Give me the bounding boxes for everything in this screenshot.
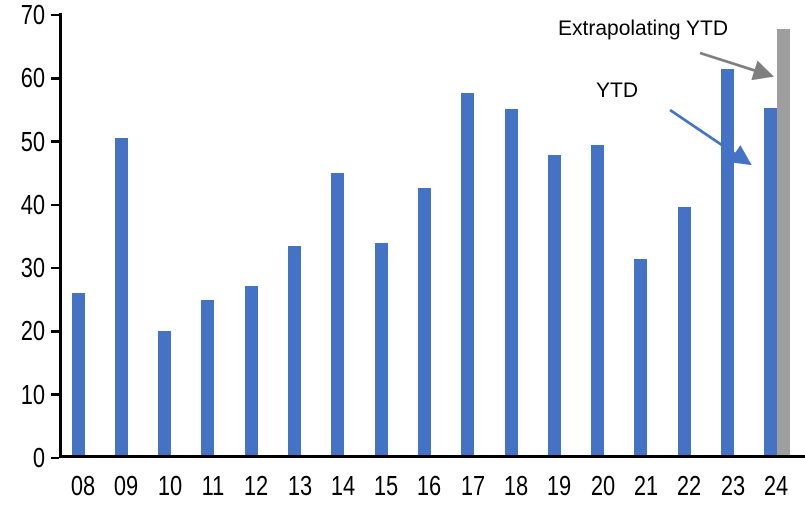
x-tick-label-12: 12 xyxy=(244,470,269,501)
bar-24 xyxy=(764,108,778,458)
y-tick-0 xyxy=(51,456,59,460)
y-tick-label-10: 10 xyxy=(20,378,45,410)
x-tick-label-23: 23 xyxy=(720,470,745,501)
bar-13 xyxy=(288,245,301,458)
x-tick-label-17: 17 xyxy=(460,470,485,501)
bar-18 xyxy=(504,109,518,458)
y-tick-50 xyxy=(51,140,59,143)
x-tick-label-22: 22 xyxy=(677,470,702,501)
y-tick-label-20: 20 xyxy=(20,315,45,347)
y-tick-label-40: 40 xyxy=(20,188,45,220)
x-tick-label-09: 09 xyxy=(114,470,139,501)
x-axis xyxy=(59,455,805,458)
y-tick-label-0: 0 xyxy=(32,442,45,473)
ytd-annotation-label: YTD xyxy=(596,79,638,102)
extrapolating-ytd-annotation-label: Extrapolating YTD xyxy=(558,17,729,40)
x-tick-label-10: 10 xyxy=(157,470,182,501)
bar-19 xyxy=(547,154,561,458)
bar-24-extrapolated xyxy=(777,28,790,458)
y-axis xyxy=(59,13,62,458)
x-tick-label-20: 20 xyxy=(590,470,615,501)
x-tick-label-21: 21 xyxy=(633,470,659,501)
x-tick-label-19: 19 xyxy=(547,470,572,501)
x-tick-label-13: 13 xyxy=(287,470,312,501)
y-tick-label-60: 60 xyxy=(20,62,45,94)
bar-10 xyxy=(158,331,172,458)
y-tick-40 xyxy=(51,203,59,207)
bar-14 xyxy=(331,173,345,458)
bar-17 xyxy=(461,92,475,458)
y-tick-70 xyxy=(51,13,59,17)
x-tick-label-11: 11 xyxy=(201,470,225,501)
y-tick-30 xyxy=(51,266,59,270)
y-tick-label-70: 70 xyxy=(20,0,45,30)
bar-22 xyxy=(677,207,691,458)
bar-09 xyxy=(114,138,128,458)
x-tick-label-18: 18 xyxy=(503,470,529,501)
bar-16 xyxy=(417,188,431,458)
y-tick-10 xyxy=(51,393,59,396)
x-tick-label-16: 16 xyxy=(417,470,442,501)
y-tick-20 xyxy=(51,330,59,333)
bar-15 xyxy=(374,243,388,458)
y-tick-60 xyxy=(51,77,59,80)
bar-23 xyxy=(721,69,734,458)
bar-11 xyxy=(201,299,215,458)
y-tick-label-30: 30 xyxy=(20,252,45,284)
x-tick-label-08: 08 xyxy=(70,470,96,501)
bar-21 xyxy=(634,258,648,458)
bar-12 xyxy=(244,285,258,458)
bar-08 xyxy=(71,293,85,458)
bar-20 xyxy=(591,145,605,458)
x-tick-label-15: 15 xyxy=(373,470,399,501)
x-tick-label-14: 14 xyxy=(330,470,355,501)
x-tick-label-24: 24 xyxy=(763,470,788,501)
y-tick-label-50: 50 xyxy=(20,125,45,157)
